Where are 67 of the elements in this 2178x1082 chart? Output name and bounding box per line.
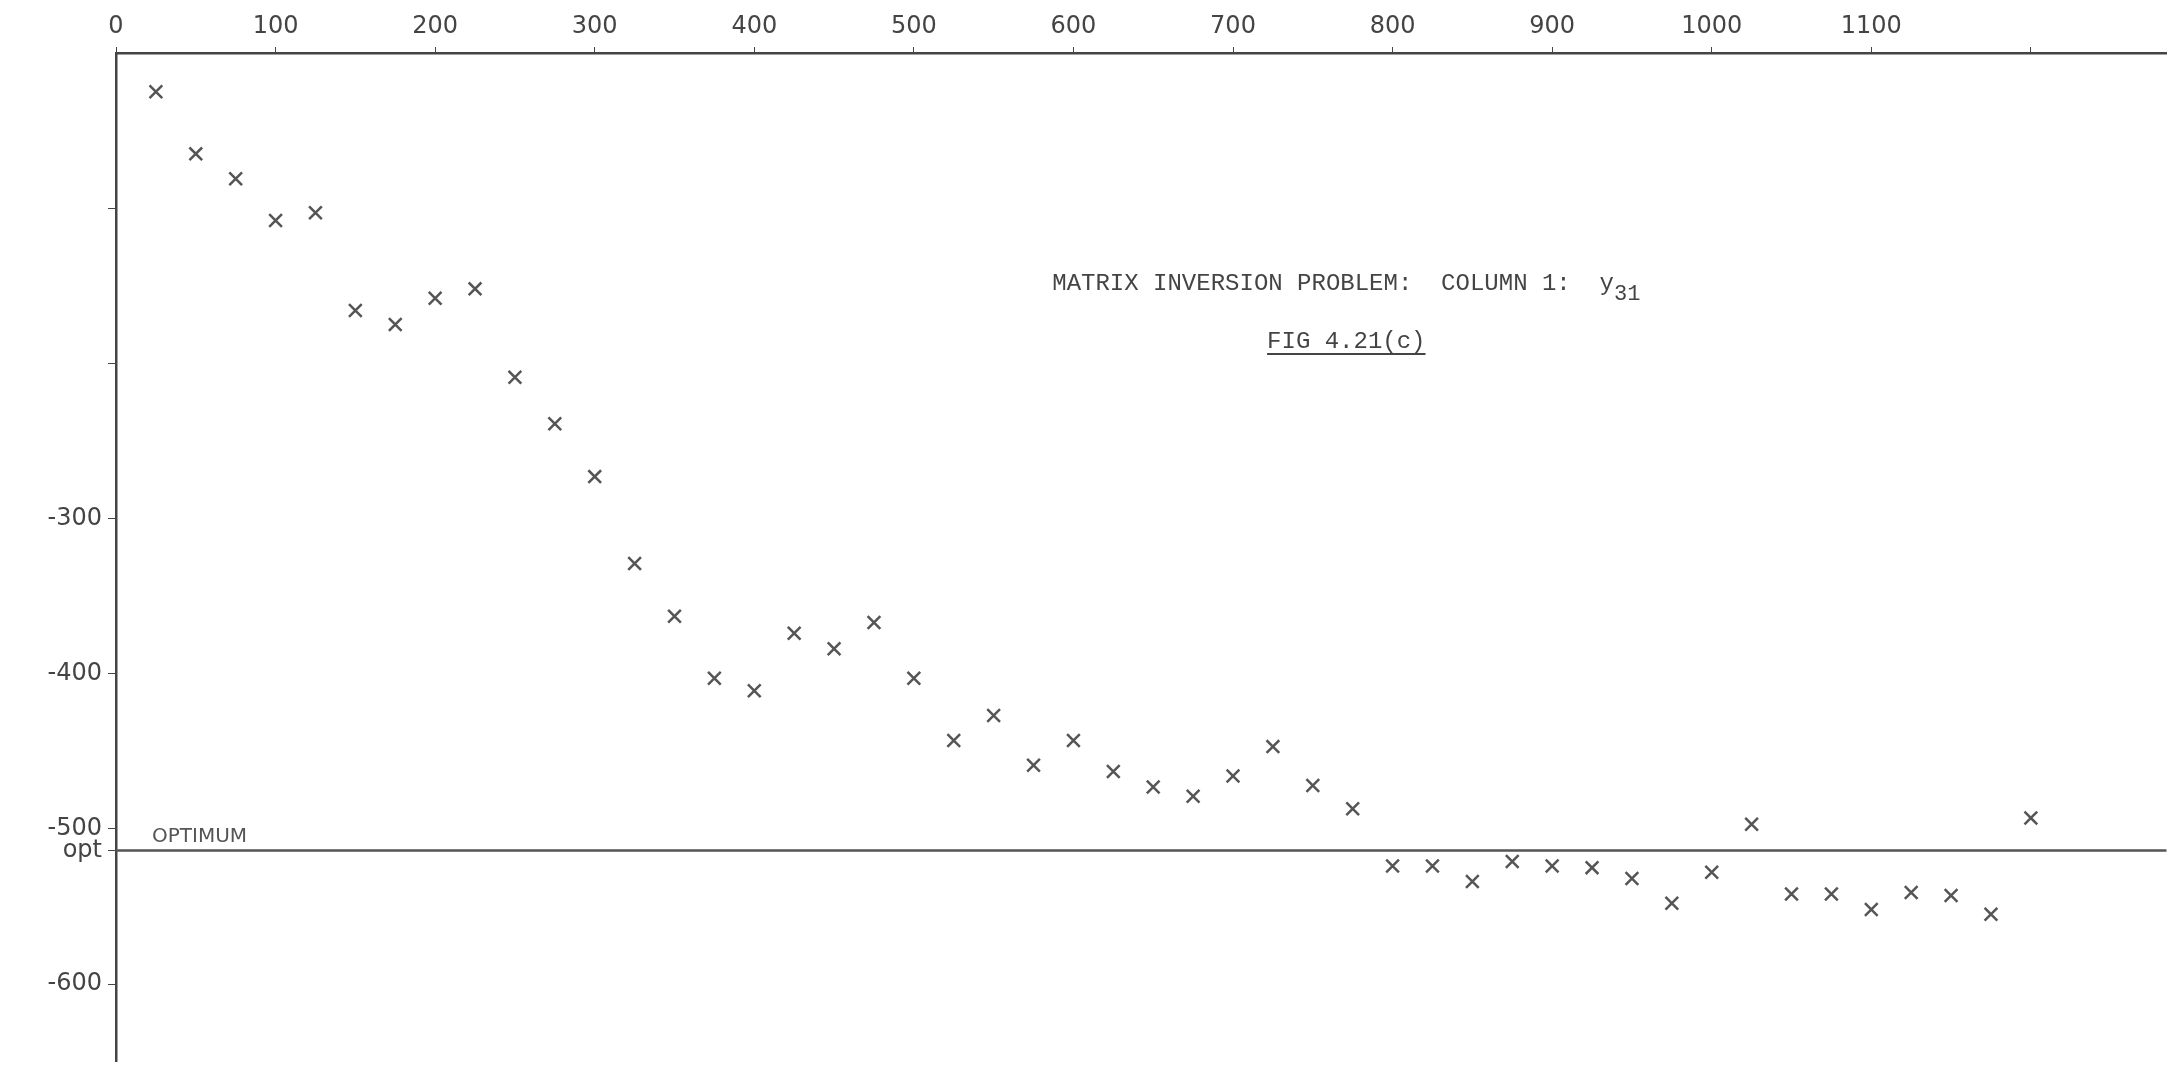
point: [587, 469, 603, 485]
x-tick-label: 600: [1050, 10, 1097, 39]
x-tick-label: 1100: [1840, 10, 1902, 39]
point: [1664, 895, 1680, 911]
point: [1105, 763, 1121, 780]
point: [906, 670, 922, 686]
point: [1424, 858, 1441, 874]
point: [1544, 858, 1560, 874]
point: [1305, 777, 1321, 794]
point: [1345, 801, 1361, 817]
point: [1744, 816, 1760, 832]
point: [1265, 738, 1281, 755]
point: [387, 316, 403, 333]
point: [1704, 864, 1720, 880]
point: [1624, 870, 1640, 887]
y-tick-label: -300: [47, 502, 102, 531]
x-tick-label: 0: [108, 10, 124, 39]
point: [746, 683, 762, 699]
point: [1025, 757, 1042, 773]
point: [986, 707, 1002, 724]
point: [946, 732, 962, 749]
point: [1823, 886, 1840, 902]
point: [507, 369, 523, 385]
x-tick-label: 400: [731, 10, 778, 39]
point: [467, 281, 483, 297]
point: [547, 416, 563, 432]
point: [786, 625, 802, 641]
point: [866, 614, 882, 631]
point: [1384, 858, 1401, 874]
point: [1225, 768, 1241, 784]
point: [1943, 887, 1959, 904]
point: [188, 146, 204, 162]
point: [1983, 906, 1999, 922]
point: [1584, 860, 1600, 876]
x-tick-label: 200: [412, 10, 459, 39]
y-tick-label: -600: [47, 968, 102, 997]
point: [706, 670, 723, 686]
point: [826, 641, 842, 657]
point: [347, 302, 363, 319]
point: [427, 290, 443, 306]
y-tick-label: -400: [47, 657, 102, 686]
x-tick-label: 900: [1529, 10, 1576, 39]
x-tick-label: 300: [571, 10, 618, 39]
point: [1863, 901, 1879, 918]
point: [666, 608, 683, 624]
point: [267, 212, 284, 229]
point: [2023, 810, 2039, 826]
text: MATRIX INVERSION PROBLEM: COLUMN 1: y31: [1052, 270, 1641, 307]
x-tick-label: 700: [1210, 10, 1256, 39]
point: [1185, 788, 1201, 804]
point: [1783, 886, 1800, 902]
point: [228, 171, 244, 187]
point: [1504, 853, 1520, 870]
point: [307, 205, 324, 221]
x-tick-label: 800: [1369, 10, 1416, 39]
ref-line-label: OPTIMUM: [152, 822, 248, 847]
point: [627, 555, 643, 572]
point: [148, 84, 164, 100]
y-tick-label: opt: [62, 834, 102, 863]
point: [1464, 873, 1480, 890]
text: FIG 4.21(c): [1267, 328, 1426, 355]
point: [1903, 884, 1919, 901]
point: [1145, 779, 1161, 795]
point: [1065, 732, 1082, 749]
x-tick-label: 500: [890, 10, 937, 39]
x-tick-label: 1000: [1681, 10, 1743, 39]
x-tick-label: 100: [252, 10, 299, 39]
